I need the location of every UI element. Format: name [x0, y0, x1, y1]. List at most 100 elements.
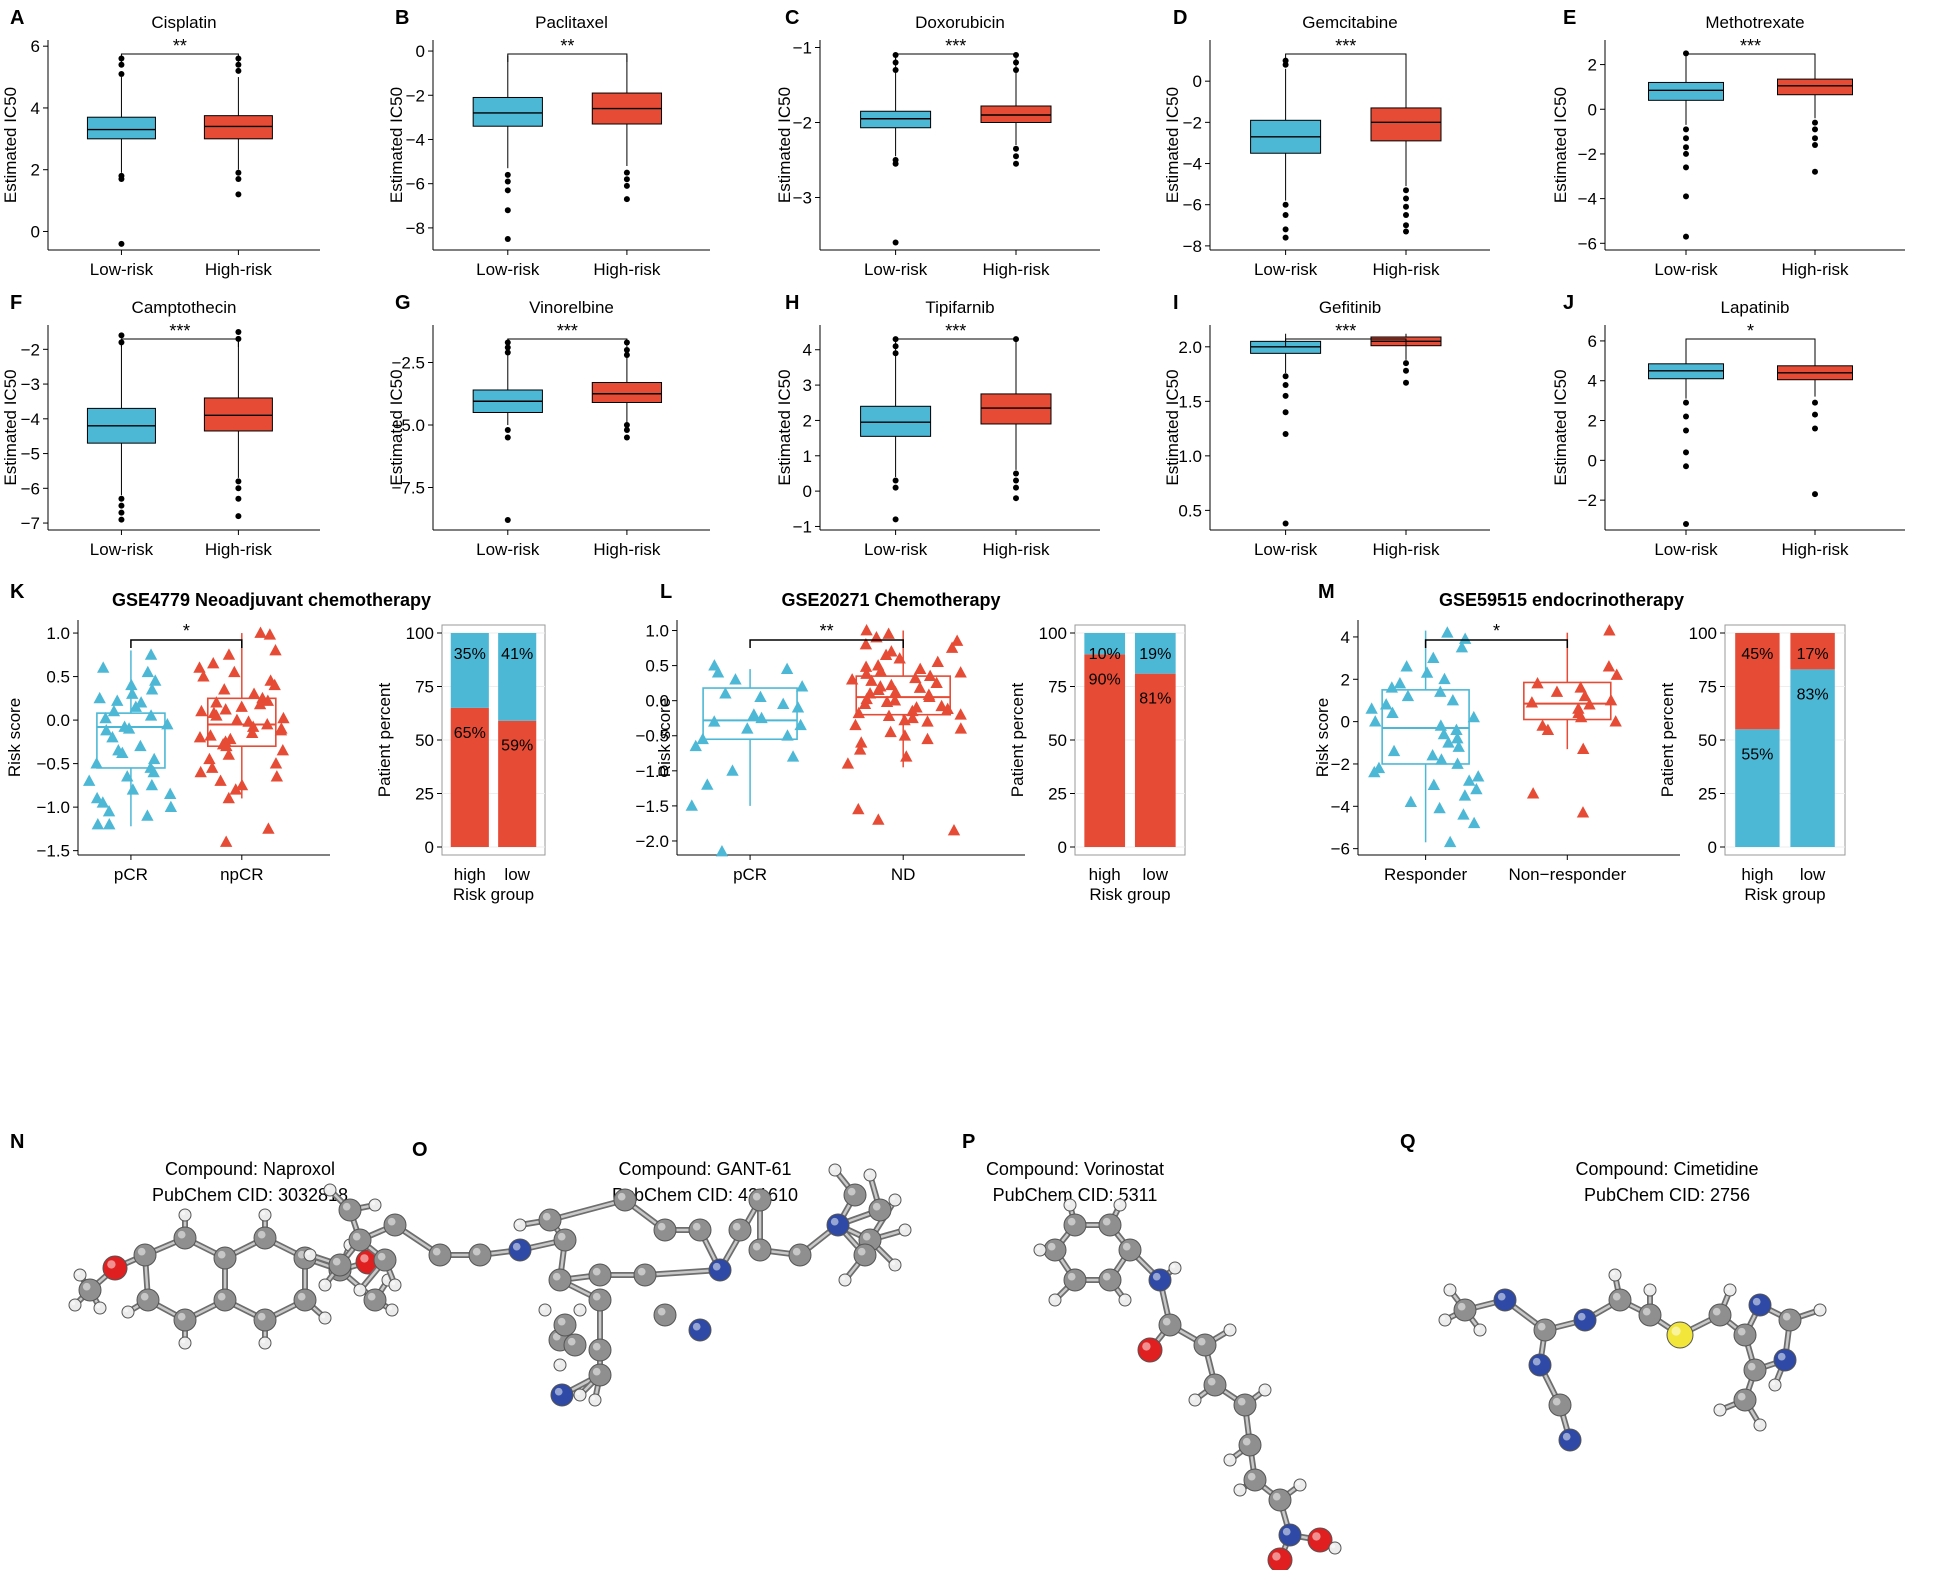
x-tick-label: High-risk [205, 260, 273, 279]
atom-shine [391, 1281, 396, 1286]
atom [1473, 1323, 1487, 1337]
data-point [860, 667, 873, 679]
data-point [747, 708, 761, 720]
chart-title: Doxorubicin [915, 13, 1005, 32]
atom-shine [367, 1292, 376, 1301]
significance-bracket [895, 53, 1017, 62]
atom-shine [1476, 1326, 1481, 1331]
outlier-point [1282, 431, 1289, 438]
bar-segment-top [450, 633, 489, 708]
x-tick-label: high [1741, 865, 1773, 884]
y-tick-label: 4 [1341, 628, 1350, 647]
outlier-point [1812, 119, 1818, 126]
atom [888, 1193, 902, 1207]
significance-stars: ** [560, 36, 574, 56]
y-tick-label: −7 [21, 514, 40, 533]
data-point [794, 718, 807, 731]
data-point [841, 757, 855, 769]
x-axis-label: Risk group [453, 885, 534, 904]
y-tick-label: −3 [793, 189, 812, 208]
atom [1768, 1378, 1782, 1392]
data-point [1401, 689, 1415, 702]
compound-q: Q Compound: Cimetidine PubChem CID: 2756 [1400, 1131, 1759, 1205]
atom-shine [332, 1257, 341, 1266]
data-point [685, 799, 698, 811]
outlier-point [1282, 61, 1289, 68]
y-axis-label: Estimated IC50 [1551, 369, 1570, 485]
panel-label: Q [1400, 1131, 1416, 1153]
data-point [947, 823, 961, 836]
outlier-point [1403, 187, 1409, 194]
y-axis-label: Risk score [1313, 698, 1332, 777]
atom-shine [872, 1202, 881, 1211]
data-point [125, 678, 138, 691]
box-low-risk [860, 110, 932, 129]
y-tick-label: 2 [1588, 412, 1597, 431]
chart-title: Gemcitabine [1302, 13, 1397, 32]
data-point [786, 750, 800, 762]
x-tick-label: low [504, 865, 530, 884]
atom-shine [552, 1272, 561, 1281]
atom [553, 1358, 567, 1372]
atom-shine [1226, 1456, 1231, 1461]
significance-bracket [507, 338, 628, 347]
atom-shine [542, 1212, 551, 1221]
atom [748, 1238, 772, 1262]
x-tick-label: Responder [1384, 865, 1468, 884]
data-point [1455, 641, 1469, 653]
panel-label: O [412, 1139, 428, 1161]
data-point [261, 717, 274, 730]
atom-shine [847, 1187, 856, 1196]
atom [1307, 1527, 1333, 1553]
atom [1723, 1283, 1737, 1297]
atom-shine [217, 1292, 226, 1301]
atom [1168, 1261, 1182, 1275]
atom [1043, 1238, 1067, 1262]
data-point [111, 694, 124, 706]
data-point [1610, 668, 1623, 680]
atom [1328, 1541, 1342, 1555]
y-tick-label: −6 [1578, 234, 1597, 253]
outlier-point [1013, 484, 1019, 491]
data-point [1467, 710, 1480, 723]
y-tick-label: −1.5 [635, 797, 669, 816]
atom [508, 1238, 532, 1262]
stacked-bar-chart: 0 25 50 75 100 Patient percent 35% 65% high 41% 59… [375, 624, 546, 904]
data-point [1450, 723, 1463, 735]
data-point [853, 743, 867, 755]
x-tick-label: High-risk [982, 260, 1050, 279]
y-tick-label: −2 [1183, 113, 1202, 132]
x-tick-label: Low-risk [476, 540, 540, 559]
atom-shine [1047, 1242, 1056, 1251]
atom-shine [1752, 1297, 1761, 1306]
data-point [219, 703, 232, 715]
panel-label: C [785, 7, 799, 29]
outlier-point [504, 235, 511, 242]
atom-shine [792, 1247, 801, 1256]
data-point [1400, 660, 1413, 672]
bond-highlight [548, 1198, 627, 1222]
atom [1033, 1243, 1047, 1257]
y-tick-label: 2 [1588, 56, 1597, 75]
data-point [882, 627, 895, 639]
y-axis-label: Risk score [5, 698, 24, 777]
atom [688, 1318, 712, 1342]
atom-shine [1102, 1217, 1111, 1226]
x-tick-label: High-risk [205, 540, 273, 559]
outlier-point [504, 344, 511, 351]
outlier-point [892, 477, 899, 484]
y-tick-label: −8 [406, 219, 425, 238]
atom [1203, 1373, 1227, 1397]
panel-k: K GSE4779 Neoadjuvant chemotherapy 1.0 0.5 0… [5, 581, 546, 904]
data-point [96, 796, 109, 808]
y-tick-label: 25 [1698, 785, 1717, 804]
y-tick-label: −4 [1183, 155, 1202, 174]
atom [258, 1208, 272, 1222]
atom [1708, 1303, 1732, 1327]
data-point [719, 687, 732, 699]
y-axis-label: Estimated IC50 [1551, 87, 1570, 203]
data-point [855, 736, 868, 748]
box-low-risk [472, 96, 543, 127]
y-tick-label: 1.0 [1178, 447, 1202, 466]
data-point [145, 778, 159, 791]
